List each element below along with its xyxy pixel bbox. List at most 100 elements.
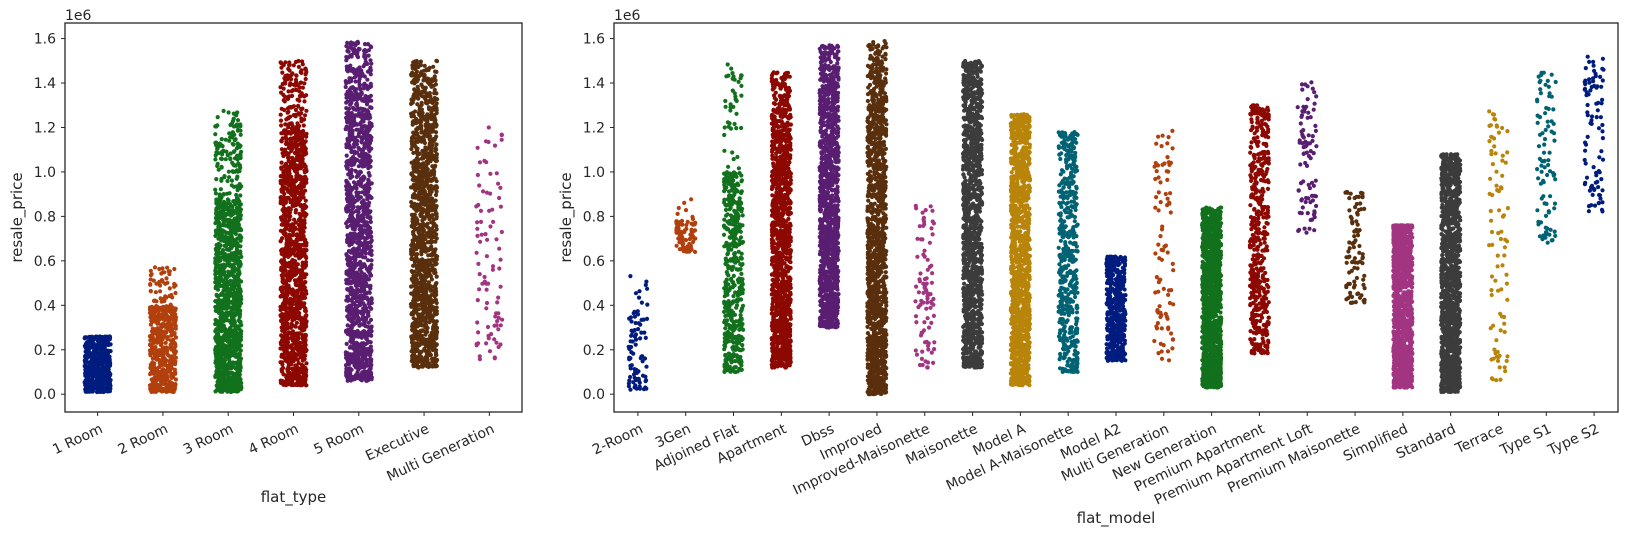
point	[278, 112, 283, 117]
point	[221, 148, 226, 153]
point	[219, 178, 224, 183]
point	[291, 359, 296, 364]
point	[231, 336, 236, 341]
point	[95, 350, 100, 355]
point	[303, 66, 308, 72]
point	[163, 340, 168, 345]
point	[369, 375, 374, 380]
point	[100, 359, 105, 364]
point	[302, 99, 307, 104]
point	[222, 243, 227, 248]
point	[106, 348, 111, 353]
point	[217, 320, 222, 325]
point	[165, 348, 170, 353]
point	[219, 165, 224, 170]
point	[354, 41, 359, 46]
point	[298, 227, 303, 232]
point	[285, 310, 290, 315]
point	[148, 273, 153, 278]
point	[278, 174, 283, 179]
point	[369, 98, 374, 103]
point	[366, 178, 371, 183]
point	[287, 232, 292, 237]
point	[297, 112, 302, 117]
point	[281, 153, 286, 159]
point	[235, 157, 240, 162]
point	[296, 331, 301, 336]
point	[165, 369, 170, 374]
point	[169, 333, 174, 338]
point	[90, 372, 95, 378]
point	[303, 366, 308, 371]
point	[351, 210, 356, 215]
point	[158, 385, 163, 390]
point	[213, 191, 218, 196]
point	[298, 285, 303, 290]
point	[228, 344, 233, 349]
point	[360, 355, 366, 360]
point	[226, 349, 231, 355]
point	[360, 116, 365, 121]
point	[299, 91, 304, 96]
point	[360, 235, 365, 240]
point	[359, 73, 364, 78]
point	[99, 387, 104, 392]
point	[359, 140, 364, 145]
point	[234, 341, 239, 346]
point	[223, 223, 228, 228]
point	[300, 85, 305, 90]
point	[346, 369, 351, 374]
point	[279, 65, 284, 70]
point	[293, 253, 298, 258]
point	[281, 213, 287, 218]
point	[350, 296, 355, 301]
point	[280, 136, 285, 141]
point	[350, 265, 355, 270]
point	[361, 277, 366, 282]
point	[350, 271, 355, 276]
point	[356, 46, 361, 52]
point	[303, 76, 308, 82]
point	[290, 347, 295, 352]
point	[227, 318, 232, 323]
point	[301, 123, 306, 128]
point	[288, 224, 293, 229]
point	[238, 132, 243, 137]
point	[299, 119, 304, 124]
point	[233, 377, 238, 382]
point	[366, 124, 371, 130]
point	[286, 89, 291, 94]
point	[350, 220, 355, 225]
point	[165, 265, 170, 270]
point	[345, 353, 350, 358]
point	[279, 131, 284, 136]
point	[367, 285, 372, 290]
point	[364, 359, 369, 364]
point	[358, 309, 363, 314]
point	[218, 213, 223, 218]
point	[235, 365, 240, 370]
point	[278, 313, 283, 318]
point	[158, 296, 163, 301]
point	[160, 266, 165, 271]
point	[288, 214, 293, 219]
point	[214, 271, 219, 276]
point	[279, 368, 284, 373]
point	[298, 137, 303, 142]
point	[303, 332, 308, 337]
point	[88, 378, 93, 383]
point	[213, 233, 218, 238]
point	[162, 298, 167, 304]
point	[350, 187, 355, 192]
point	[345, 219, 350, 224]
point	[147, 307, 153, 312]
point	[290, 371, 295, 376]
point	[360, 157, 366, 162]
point	[352, 75, 357, 80]
point	[367, 68, 372, 73]
point	[345, 323, 350, 328]
point	[235, 287, 240, 292]
point	[356, 365, 361, 370]
point	[300, 106, 305, 111]
point	[355, 122, 360, 127]
